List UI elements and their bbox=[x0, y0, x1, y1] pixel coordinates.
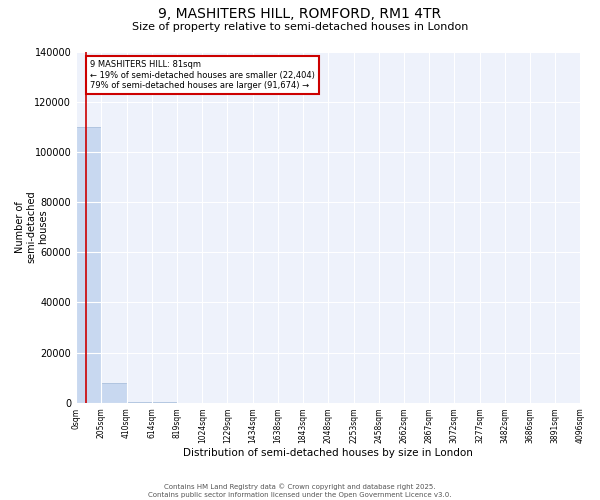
X-axis label: Distribution of semi-detached houses by size in London: Distribution of semi-detached houses by … bbox=[184, 448, 473, 458]
Text: Contains HM Land Registry data © Crown copyright and database right 2025.
Contai: Contains HM Land Registry data © Crown c… bbox=[148, 484, 452, 498]
Text: 9 MASHITERS HILL: 81sqm
← 19% of semi-detached houses are smaller (22,404)
79% o: 9 MASHITERS HILL: 81sqm ← 19% of semi-de… bbox=[90, 60, 314, 90]
Bar bbox=[76, 127, 101, 402]
Y-axis label: Number of
semi-detached
houses: Number of semi-detached houses bbox=[15, 191, 48, 264]
Text: Size of property relative to semi-detached houses in London: Size of property relative to semi-detach… bbox=[132, 22, 468, 32]
Text: 9, MASHITERS HILL, ROMFORD, RM1 4TR: 9, MASHITERS HILL, ROMFORD, RM1 4TR bbox=[158, 8, 442, 22]
Bar bbox=[101, 382, 127, 402]
